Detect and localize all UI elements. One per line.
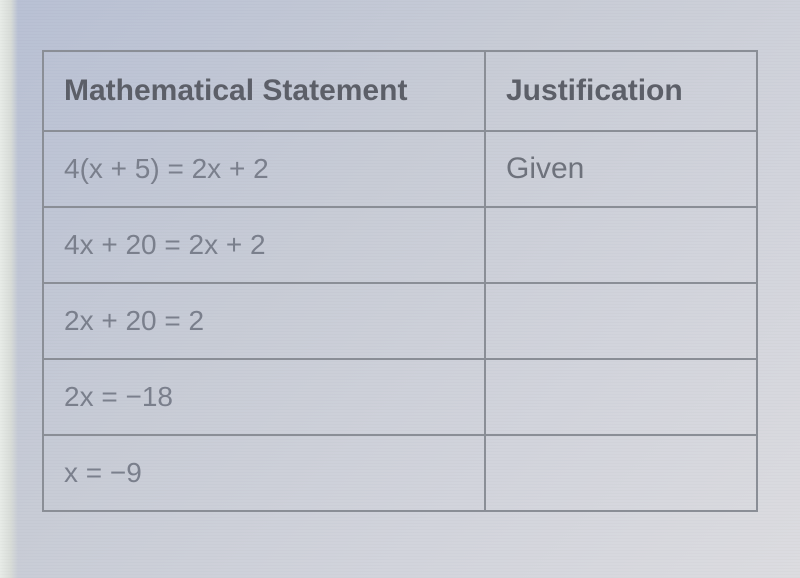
table-row: 4(x + 5) = 2x + 2 Given bbox=[43, 131, 757, 207]
table-header-row: Mathematical Statement Justification bbox=[43, 51, 757, 131]
justification-cell bbox=[485, 435, 757, 511]
justification-cell bbox=[485, 283, 757, 359]
statement-cell: 2x = −18 bbox=[43, 359, 485, 435]
statement-cell: 4(x + 5) = 2x + 2 bbox=[43, 131, 485, 207]
statement-cell: 4x + 20 = 2x + 2 bbox=[43, 207, 485, 283]
column-header-justification: Justification bbox=[485, 51, 757, 131]
justification-cell bbox=[485, 359, 757, 435]
table-row: 2x = −18 bbox=[43, 359, 757, 435]
justification-cell: Given bbox=[485, 131, 757, 207]
statement-cell: 2x + 20 = 2 bbox=[43, 283, 485, 359]
proof-table: Mathematical Statement Justification 4(x… bbox=[42, 50, 758, 512]
statement-cell: x = −9 bbox=[43, 435, 485, 511]
table-row: x = −9 bbox=[43, 435, 757, 511]
proof-table-container: Mathematical Statement Justification 4(x… bbox=[42, 50, 758, 512]
table-row: 2x + 20 = 2 bbox=[43, 283, 757, 359]
column-header-statement: Mathematical Statement bbox=[43, 51, 485, 131]
justification-cell bbox=[485, 207, 757, 283]
left-edge-artifact bbox=[0, 0, 18, 578]
table-row: 4x + 20 = 2x + 2 bbox=[43, 207, 757, 283]
